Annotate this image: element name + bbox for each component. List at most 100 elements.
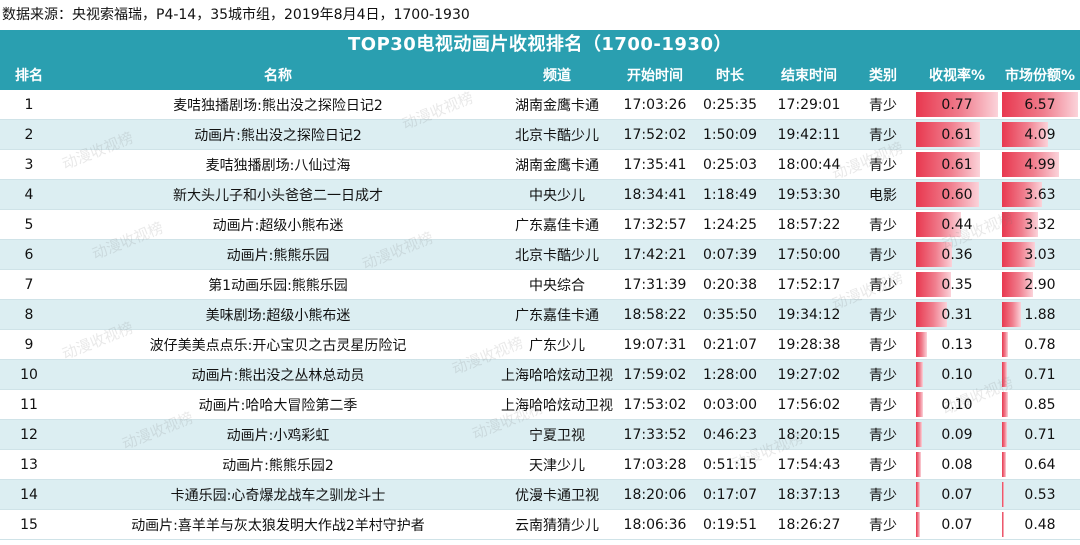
share-bar bbox=[1002, 512, 1004, 537]
cell-end-time: 17:56:02 bbox=[766, 389, 852, 420]
header-rank: 排名 bbox=[0, 60, 58, 90]
rating-value: 0.09 bbox=[941, 426, 973, 443]
cell-rank: 2 bbox=[0, 119, 58, 150]
rating-value: 0.60 bbox=[941, 186, 973, 203]
cell-rating: 0.31 bbox=[914, 299, 1000, 330]
cell-end-time: 18:20:15 bbox=[766, 419, 852, 450]
cell-end-time: 19:34:12 bbox=[766, 299, 852, 330]
share-value: 4.09 bbox=[1024, 126, 1056, 143]
rating-value: 0.10 bbox=[941, 396, 973, 413]
header-row: 排名 名称 频道 开始时间 时长 结束时间 类别 收视率% 市场份额% bbox=[0, 60, 1080, 90]
rating-value: 0.13 bbox=[941, 336, 973, 353]
cell-name: 动画片:小鸡彩虹 bbox=[58, 419, 498, 450]
cell-channel: 广东少儿 bbox=[498, 329, 616, 360]
cell-rating: 0.36 bbox=[914, 239, 1000, 270]
cell-name: 美味剧场:超级小熊布迷 bbox=[58, 299, 498, 330]
cell-duration: 0:46:23 bbox=[694, 419, 766, 450]
table-row: 14 卡通乐园:心奇爆龙战车之驯龙斗士 优漫卡通卫视 18:20:06 0:17:07 1… bbox=[0, 479, 1080, 510]
cell-category: 青少 bbox=[852, 90, 914, 120]
table-row: 12 动画片:小鸡彩虹 宁夏卫视 17:33:52 0:46:23 18:20:15 青少 0… bbox=[0, 419, 1080, 450]
cell-rating: 0.35 bbox=[914, 269, 1000, 300]
cell-end-time: 17:52:17 bbox=[766, 269, 852, 300]
rating-value: 0.44 bbox=[941, 216, 973, 233]
header-channel: 频道 bbox=[498, 60, 616, 90]
cell-start-time: 17:52:02 bbox=[616, 119, 694, 150]
cell-category: 青少 bbox=[852, 119, 914, 150]
cell-channel: 广东嘉佳卡通 bbox=[498, 299, 616, 330]
cell-category: 青少 bbox=[852, 359, 914, 390]
cell-end-time: 19:27:02 bbox=[766, 359, 852, 390]
share-bar bbox=[1002, 422, 1007, 447]
cell-rating: 0.77 bbox=[914, 90, 1000, 120]
cell-duration: 0:25:35 bbox=[694, 90, 766, 120]
cell-channel: 湖南金鹰卡通 bbox=[498, 149, 616, 180]
cell-duration: 0:07:39 bbox=[694, 239, 766, 270]
cell-channel: 云南猜猜少儿 bbox=[498, 509, 616, 540]
cell-channel: 广东嘉佳卡通 bbox=[498, 209, 616, 240]
cell-end-time: 17:54:43 bbox=[766, 449, 852, 480]
cell-start-time: 17:03:28 bbox=[616, 449, 694, 480]
share-value: 6.57 bbox=[1024, 96, 1056, 113]
cell-start-time: 17:59:02 bbox=[616, 359, 694, 390]
share-bar bbox=[1002, 152, 1059, 177]
share-value: 3.63 bbox=[1024, 186, 1056, 203]
share-bar bbox=[1002, 212, 1039, 237]
cell-rank: 12 bbox=[0, 419, 58, 450]
cell-end-time: 17:50:00 bbox=[766, 239, 852, 270]
rating-bar bbox=[916, 242, 953, 267]
cell-duration: 0:35:50 bbox=[694, 299, 766, 330]
cell-rank: 1 bbox=[0, 90, 58, 120]
cell-rating: 0.07 bbox=[914, 479, 1000, 510]
rating-bar bbox=[916, 362, 924, 387]
cell-name: 动画片:熊出没之丛林总动员 bbox=[58, 359, 498, 390]
cell-name: 波仔美美点点乐:开心宝贝之古灵星历险记 bbox=[58, 329, 498, 360]
cell-rank: 14 bbox=[0, 479, 58, 510]
cell-channel: 优漫卡通卫视 bbox=[498, 479, 616, 510]
cell-channel: 天津少儿 bbox=[498, 449, 616, 480]
cell-category: 青少 bbox=[852, 149, 914, 180]
cell-name: 动画片:超级小熊布迷 bbox=[58, 209, 498, 240]
cell-end-time: 19:42:11 bbox=[766, 119, 852, 150]
cell-channel: 北京卡酷少儿 bbox=[498, 119, 616, 150]
share-value: 0.71 bbox=[1024, 366, 1056, 383]
cell-rank: 15 bbox=[0, 509, 58, 540]
rating-value: 0.61 bbox=[941, 156, 973, 173]
header-duration: 时长 bbox=[694, 60, 766, 90]
rating-value: 0.31 bbox=[941, 306, 973, 323]
cell-name: 卡通乐园:心奇爆龙战车之驯龙斗士 bbox=[58, 479, 498, 510]
cell-end-time: 17:29:01 bbox=[766, 90, 852, 120]
table-row: 2 动画片:熊出没之探险日记2 北京卡酷少儿 17:52:02 1:50:09 19:42… bbox=[0, 119, 1080, 150]
cell-start-time: 17:33:52 bbox=[616, 419, 694, 450]
cell-rank: 7 bbox=[0, 269, 58, 300]
cell-share: 0.85 bbox=[1000, 389, 1080, 420]
rating-bar bbox=[916, 452, 921, 477]
cell-rating: 0.08 bbox=[914, 449, 1000, 480]
rating-value: 0.61 bbox=[941, 126, 973, 143]
cell-rating: 0.61 bbox=[914, 149, 1000, 180]
cell-share: 3.03 bbox=[1000, 239, 1080, 270]
cell-share: 3.32 bbox=[1000, 209, 1080, 240]
cell-rank: 11 bbox=[0, 389, 58, 420]
share-bar bbox=[1002, 182, 1043, 207]
data-source-note: 数据来源：央视索福瑞，P4-14，35城市组，2019年8月4日，1700-19… bbox=[2, 7, 470, 23]
share-value: 2.90 bbox=[1024, 276, 1056, 293]
cell-start-time: 17:31:39 bbox=[616, 269, 694, 300]
table-row: 1 麦咭独播剧场:熊出没之探险日记2 湖南金鹰卡通 17:03:26 0:25:35 17… bbox=[0, 90, 1080, 120]
cell-channel: 中央少儿 bbox=[498, 179, 616, 210]
cell-rank: 13 bbox=[0, 449, 58, 480]
cell-end-time: 18:37:13 bbox=[766, 479, 852, 510]
cell-share: 4.09 bbox=[1000, 119, 1080, 150]
cell-share: 0.71 bbox=[1000, 419, 1080, 450]
share-bar bbox=[1002, 122, 1048, 147]
share-bar bbox=[1002, 362, 1007, 387]
cell-end-time: 19:53:30 bbox=[766, 179, 852, 210]
cell-rank: 8 bbox=[0, 299, 58, 330]
cell-category: 青少 bbox=[852, 419, 914, 450]
cell-name: 动画片:熊出没之探险日记2 bbox=[58, 119, 498, 150]
header-name: 名称 bbox=[58, 60, 498, 90]
cell-rank: 4 bbox=[0, 179, 58, 210]
cell-start-time: 18:06:36 bbox=[616, 509, 694, 540]
cell-channel: 北京卡酷少儿 bbox=[498, 239, 616, 270]
cell-share: 0.53 bbox=[1000, 479, 1080, 510]
table-row: 13 动画片:熊熊乐园2 天津少儿 17:03:28 0:51:15 17:54:43 青少… bbox=[0, 449, 1080, 480]
